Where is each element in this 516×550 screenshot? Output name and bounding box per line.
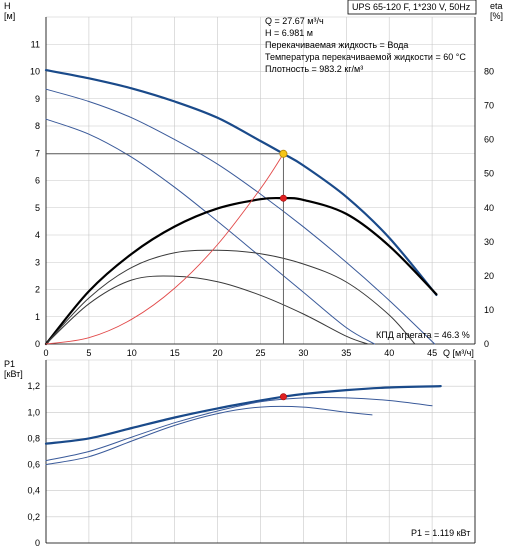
pump-curve-speed-1-line — [45, 118, 376, 345]
y-left-tick-label: 0 — [35, 339, 40, 349]
bottom-plot-ticks: 0 0,2 0,4 0,6 0,8 1,0 1,2 — [27, 381, 40, 548]
y-right-tick-label: 10 — [484, 305, 494, 315]
chart-title: UPS 65-120 F, 1*230 V, 50Hz — [352, 2, 471, 12]
chart-title-box — [347, 0, 477, 15]
y-left-tick-label: 2 — [35, 285, 40, 295]
y-bottom-tick-label: 0 — [35, 538, 40, 548]
duty-point-marker — [279, 149, 288, 158]
y-right-unit: [%] — [490, 11, 503, 21]
system-curve-line — [45, 153, 284, 345]
efficiency-point-marker — [279, 194, 287, 202]
y-left-label: H — [4, 1, 11, 11]
y-left-tick-label: 11 — [31, 39, 40, 49]
x-axis-label: Q [м³/ч] — [443, 348, 474, 358]
power-point-marker — [279, 393, 287, 401]
pump-curve-speed-3-line — [44, 69, 438, 296]
x-tick-label: 0 — [43, 348, 48, 358]
y-right-tick-label: 0 — [484, 339, 489, 349]
y-right-tick-label: 20 — [484, 271, 494, 281]
power-label: P1 = 1.119 кВт — [411, 528, 470, 538]
y-left-tick-label: 3 — [35, 257, 40, 267]
efficiency-label: КПД агрегата = 46.3 % — [376, 330, 470, 340]
pump-curve-speed-2-line — [45, 88, 436, 345]
efficiency-speed-2-line — [45, 249, 416, 345]
power-speed-3-line — [44, 385, 442, 445]
y-left-tick-label: 8 — [35, 121, 40, 131]
y-right-tick-label: 60 — [484, 135, 494, 145]
y-left-tick-label: 6 — [35, 176, 40, 186]
x-tick-label: 40 — [384, 348, 394, 358]
info-flow: Q = 27.67 м³/ч — [265, 16, 324, 26]
efficiency-speed-1-line — [45, 275, 369, 345]
power-speed-2-line — [45, 397, 433, 462]
top-plot-series — [44, 69, 438, 346]
y-right-tick-label: 30 — [484, 237, 494, 247]
y-right-tick-label: 80 — [484, 67, 494, 77]
y-left-tick-label: 1 — [35, 312, 40, 322]
info-liquid: Перекачиваемая жидкость = Вода — [265, 40, 408, 50]
info-head: H = 6.981 м — [265, 28, 313, 38]
y-right-tick-label: 70 — [484, 101, 494, 111]
y-bottom-tick-label: 0,6 — [27, 460, 40, 470]
y-left-unit: [м] — [4, 11, 15, 21]
y-right-tick-label: 50 — [484, 169, 494, 179]
power-speed-1-line — [45, 405, 373, 466]
y-left-tick-label: 5 — [35, 203, 40, 213]
duty-point-markers — [279, 149, 288, 401]
top-plot-grid — [45, 16, 476, 345]
y-bottom-tick-label: 0,4 — [27, 486, 40, 496]
y-left-tick-label: 7 — [35, 148, 40, 158]
x-tick-label: 5 — [86, 348, 91, 358]
bottom-plot-series — [44, 385, 442, 466]
x-tick-label: 45 — [427, 348, 437, 358]
y-left-tick-label: 10 — [30, 67, 40, 77]
info-temperature: Температура перекачиваемой жидкости = 60… — [265, 52, 466, 62]
y-bottom-label: P1 — [4, 359, 15, 369]
x-tick-label: 35 — [341, 348, 351, 358]
y-right-label: eta — [490, 1, 503, 11]
y-left-tick-label: 9 — [35, 94, 40, 104]
y-right-tick-label: 40 — [484, 203, 494, 213]
x-tick-label: 25 — [255, 348, 265, 358]
y-left-tick-label: 4 — [35, 230, 40, 240]
x-tick-label: 10 — [127, 348, 137, 358]
x-tick-label: 15 — [170, 348, 180, 358]
y-bottom-unit: [кВт] — [4, 369, 23, 379]
x-tick-label: 20 — [213, 348, 223, 358]
y-bottom-tick-label: 0,8 — [27, 433, 40, 443]
y-bottom-tick-label: 1,2 — [27, 381, 40, 391]
y-bottom-tick-label: 0,2 — [27, 512, 40, 522]
duty-point-guides — [46, 153, 284, 344]
efficiency-speed-3-line — [44, 196, 438, 346]
x-tick-label: 30 — [298, 348, 308, 358]
info-density: Плотность = 983.2 кг/м³ — [265, 64, 363, 74]
y-bottom-tick-label: 1,0 — [27, 407, 40, 417]
